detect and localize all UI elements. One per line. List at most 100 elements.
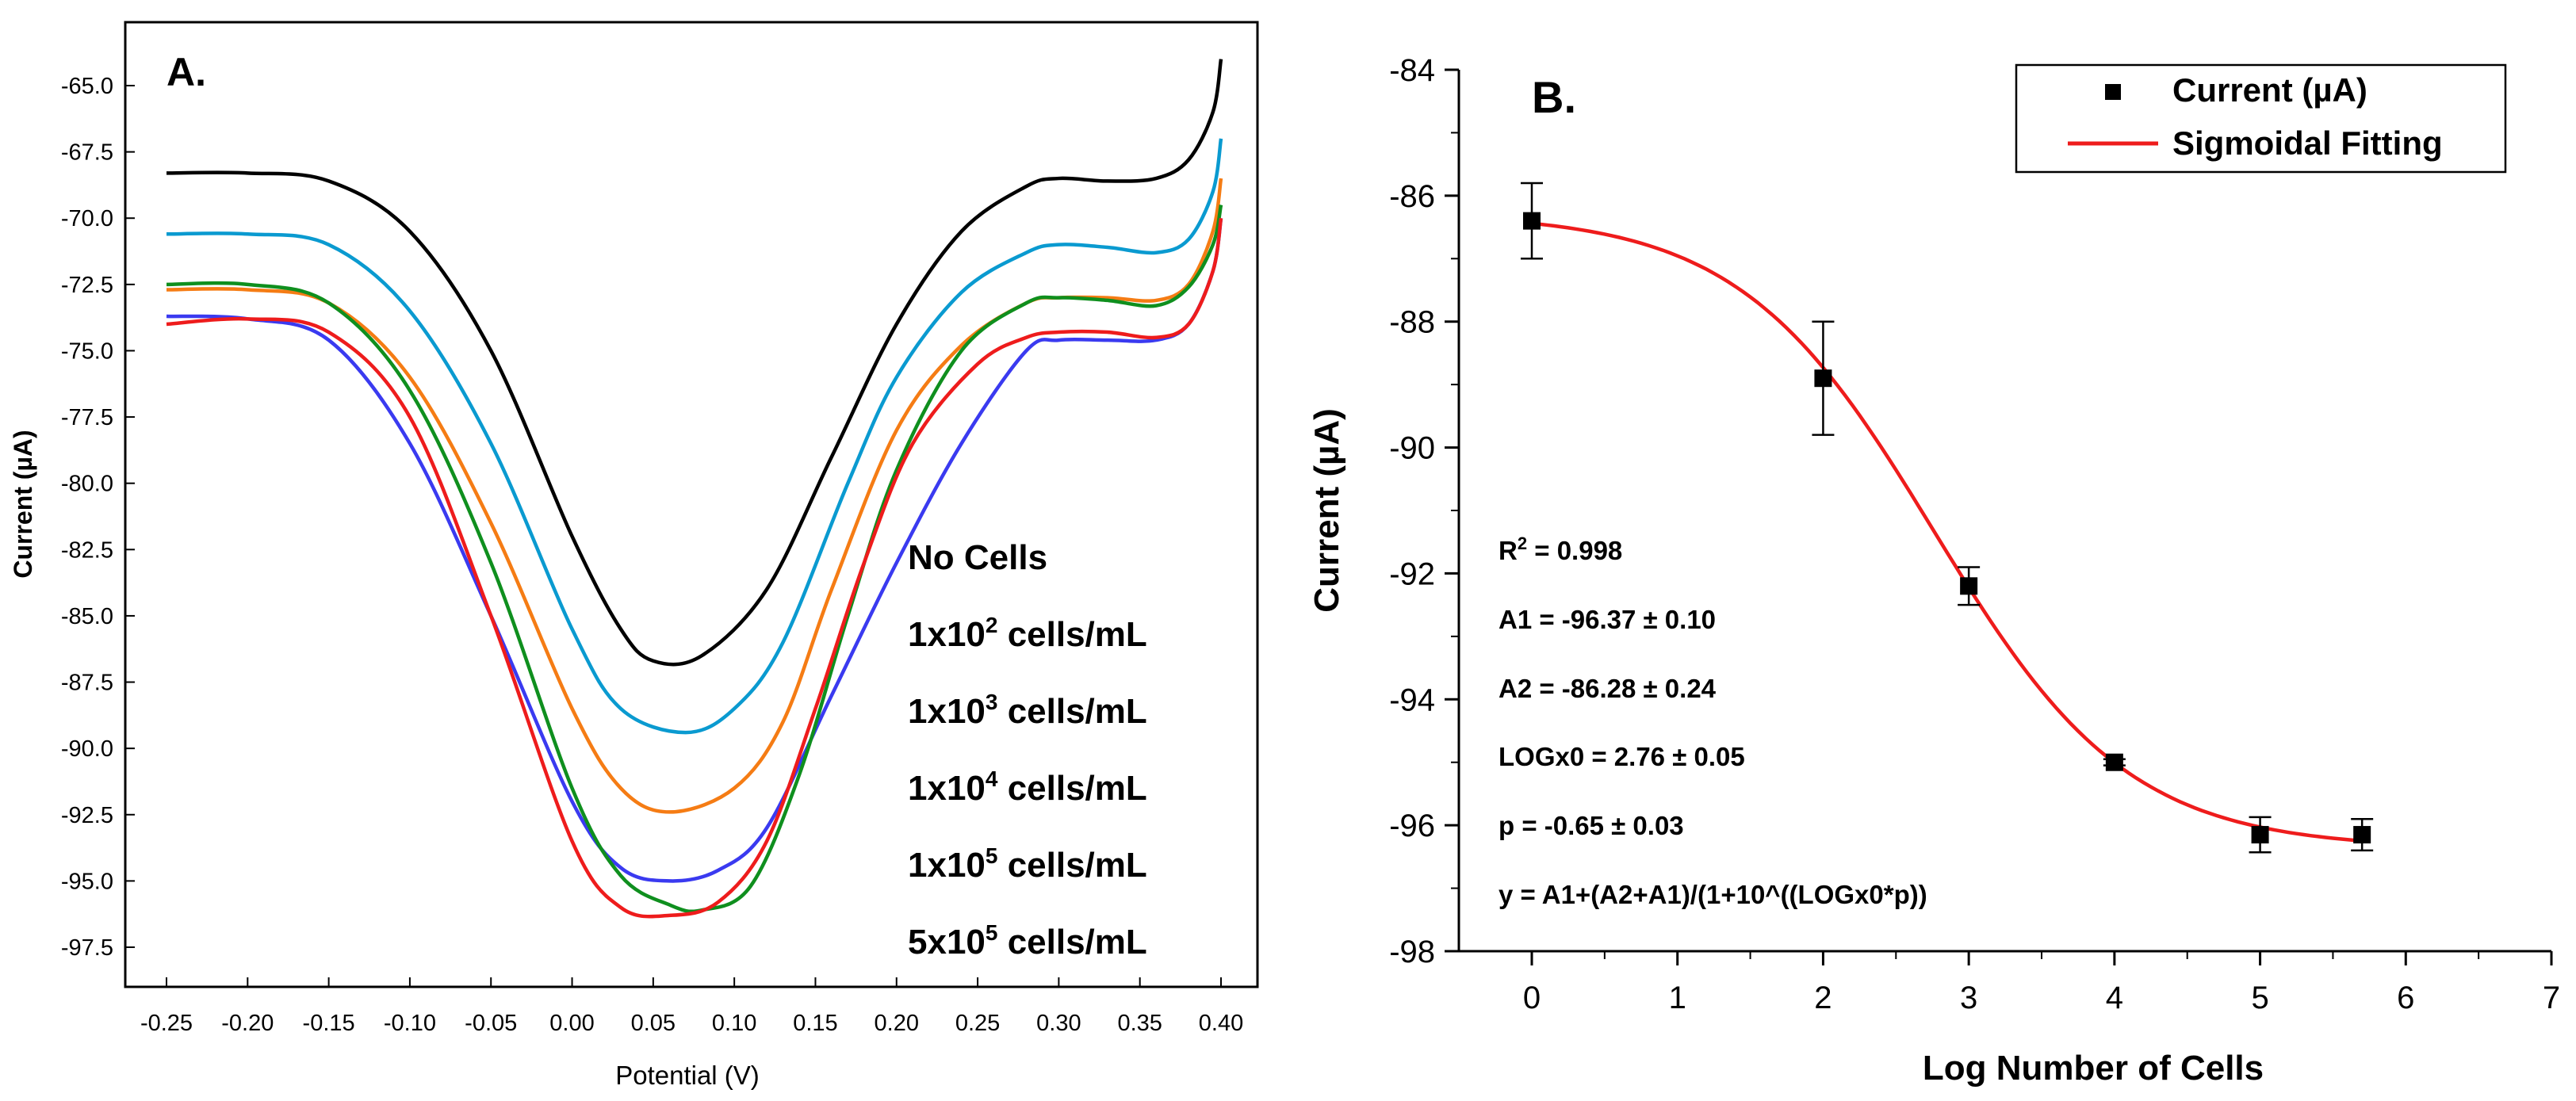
panel-b-x-tick-label: 3 [1960, 981, 1977, 1015]
panel-a-legend-entry: 1x103 cells/mL [908, 690, 1147, 731]
panel-b-data-point [1814, 369, 1832, 388]
panel-b-y-tick-label: -96 [1389, 809, 1435, 843]
panel-b-x-tick-label: 5 [2251, 981, 2268, 1015]
panel-a-plot-frame [124, 21, 1259, 988]
annotation-r2-base: R [1499, 536, 1518, 565]
panel-b-data-point [2353, 826, 2371, 844]
legend-entry-suffix: cells/mL [997, 846, 1146, 885]
panel-a-y-tick-label: -90.0 [61, 736, 113, 762]
panel-a-x-tick-label: -0.15 [303, 1011, 355, 1036]
panel-b-x-tick-label: 1 [1669, 981, 1686, 1015]
annotation-p: p = -0.65 ± 0.03 [1499, 811, 1684, 840]
panel-a-series-line [166, 138, 1223, 735]
panel-a-x-axis-label: Potential (V) [615, 1061, 760, 1090]
annotation-r2-value: = 0.998 [1527, 536, 1622, 565]
panel-b-points [1521, 182, 2374, 854]
panel-a-x-tick-label: 0.20 [875, 1011, 919, 1036]
panel-a-x-tick-label: 0.10 [712, 1011, 756, 1036]
panel-a-y-tick-label: -67.5 [61, 140, 113, 166]
panel-b-data-point [1960, 577, 1978, 595]
panel-a-y-tick-label: -87.5 [61, 671, 113, 696]
panel-b-x-tick-label: 0 [1523, 981, 1541, 1015]
panel-b-y-tick-label: -94 [1389, 682, 1435, 717]
panel-b-y-tick-label: -92 [1389, 556, 1435, 591]
legend-entry-suffix: cells/mL [997, 923, 1146, 961]
annotation-r-squared: R2 = 0.998 [1499, 533, 1622, 565]
panel-b-y-tick-label: -98 [1389, 935, 1435, 969]
legend-entry-sup: 5 [986, 843, 998, 868]
panel-b-x-tick-label: 6 [2397, 981, 2414, 1015]
legend-entry-base: 1x10 [908, 769, 986, 808]
panel-a-legend-entry: 5x105 cells/mL [908, 920, 1147, 961]
panel-a-x-tick-label: -0.20 [221, 1011, 274, 1036]
panel-a-x-tick-label: -0.25 [140, 1011, 193, 1036]
panel-b: B. -84 -86 -88 -90 -92 -94 -96 -98 0 1 2 3 4 5 6 7 Cur… [1307, 53, 2560, 1088]
panel-a-x-tick-label: 0.40 [1199, 1011, 1243, 1036]
panel-a-y-tick-label: -75.0 [61, 338, 113, 364]
panel-a-y-axis-label: Current (µA) [9, 430, 37, 578]
panel-b-data-point [2105, 753, 2123, 771]
panel-a-y-tick-label: -85.0 [61, 604, 113, 629]
panel-a-y-ticks: -65.0 -67.5 -70.0 -72.5 -75.0 -77.5 -80.0 -82.5… [61, 74, 135, 961]
panel-a-x-tick-label: -0.05 [465, 1011, 517, 1036]
panel-a-series-line [166, 217, 1223, 883]
annotation-r2-sup: 2 [1518, 533, 1527, 553]
panel-a-x-ticks: -0.25 -0.20 -0.15 -0.10 -0.05 0.00 0.05 0.10 0.1… [140, 977, 1243, 1036]
panel-b-y-ticks: -84 -86 -88 -90 -92 -94 -96 -98 [1389, 53, 1459, 969]
panel-a-legend-entry: 1x102 cells/mL [908, 613, 1147, 654]
annotation-a2: A2 = -86.28 ± 0.24 [1499, 674, 1717, 703]
panel-b-annotations: R2 = 0.998 A1 = -96.37 ± 0.10 A2 = -86.2… [1499, 533, 1927, 909]
panel-b-x-ticks: 0 1 2 3 4 5 6 7 [1523, 951, 2560, 1015]
panel-b-x-axis-label: Log Number of Cells [1923, 1049, 2264, 1088]
panel-b-x-tick-label: 4 [2106, 981, 2123, 1015]
panel-a-y-tick-label: -65.0 [61, 74, 113, 99]
panel-a-series-line [166, 205, 1223, 914]
panel-b-y-tick-label: -86 [1389, 179, 1435, 214]
panel-b-x-tick-label: 2 [1814, 981, 1832, 1015]
panel-a-y-tick-label: -95.0 [61, 869, 113, 894]
panel-a-x-tick-label: 0.00 [549, 1011, 594, 1036]
panel-b-data-point [1523, 212, 1541, 230]
legend-entry-sup: 5 [986, 920, 998, 945]
legend-entry-sup: 2 [986, 613, 998, 637]
panel-a-legend-entry: No Cells [908, 538, 1047, 577]
panel-b-y-tick-label: -84 [1389, 53, 1435, 88]
panel-a-series-line [166, 217, 1223, 919]
panel-a-x-tick-label: 0.30 [1036, 1011, 1081, 1036]
panel-b-y-tick-label: -90 [1389, 431, 1435, 466]
panel-b-sigmoid-fit-line [1531, 221, 2363, 843]
legend-label-fit: Sigmoidal Fitting [2172, 124, 2443, 162]
legend-entry-sup: 3 [986, 690, 998, 714]
panel-a-legend-entry: 1x105 cells/mL [908, 843, 1147, 885]
panel-a-series-line [166, 59, 1223, 667]
panel-a-series [166, 59, 1223, 919]
panel-a-y-tick-label: -70.0 [61, 206, 113, 231]
panel-a-y-tick-label: -80.0 [61, 472, 113, 497]
panel-a: A. -65.0 -67.5 -70.0 -72.5 -75.0 -77.5 -80.0 -8… [9, 21, 1259, 1090]
legend-square-marker-icon [2105, 84, 2121, 100]
legend-entry-base: 1x10 [908, 846, 986, 885]
panel-a-x-tick-label: 0.25 [955, 1011, 1000, 1036]
panel-a-y-tick-label: -82.5 [61, 537, 113, 563]
panel-a-x-tick-label: 0.05 [631, 1011, 676, 1036]
panel-a-legend-entry: 1x104 cells/mL [908, 766, 1147, 808]
panel-b-data-point [2251, 826, 2269, 844]
panel-b-label: B. [1532, 72, 1576, 122]
legend-label-current: Current (µA) [2172, 71, 2367, 109]
panel-a-y-tick-label: -97.5 [61, 935, 113, 961]
panel-a-y-tick-label: -72.5 [61, 273, 113, 298]
legend-entry-base: No Cells [908, 538, 1047, 577]
panel-a-y-tick-label: -92.5 [61, 803, 113, 828]
panel-a-x-tick-label: 0.35 [1117, 1011, 1162, 1036]
legend-entry-suffix: cells/mL [997, 692, 1146, 731]
legend-entry-sup: 4 [986, 766, 998, 791]
legend-entry-suffix: cells/mL [997, 769, 1146, 808]
legend-entry-base: 5x10 [908, 923, 986, 961]
panel-a-x-tick-label: 0.15 [793, 1011, 837, 1036]
panel-a-label: A. [167, 50, 206, 94]
legend-entry-base: 1x10 [908, 692, 986, 731]
panel-b-x-tick-label: 7 [2543, 981, 2560, 1015]
legend-entry-suffix: cells/mL [997, 615, 1146, 654]
annotation-a1: A1 = -96.37 ± 0.10 [1499, 605, 1716, 634]
